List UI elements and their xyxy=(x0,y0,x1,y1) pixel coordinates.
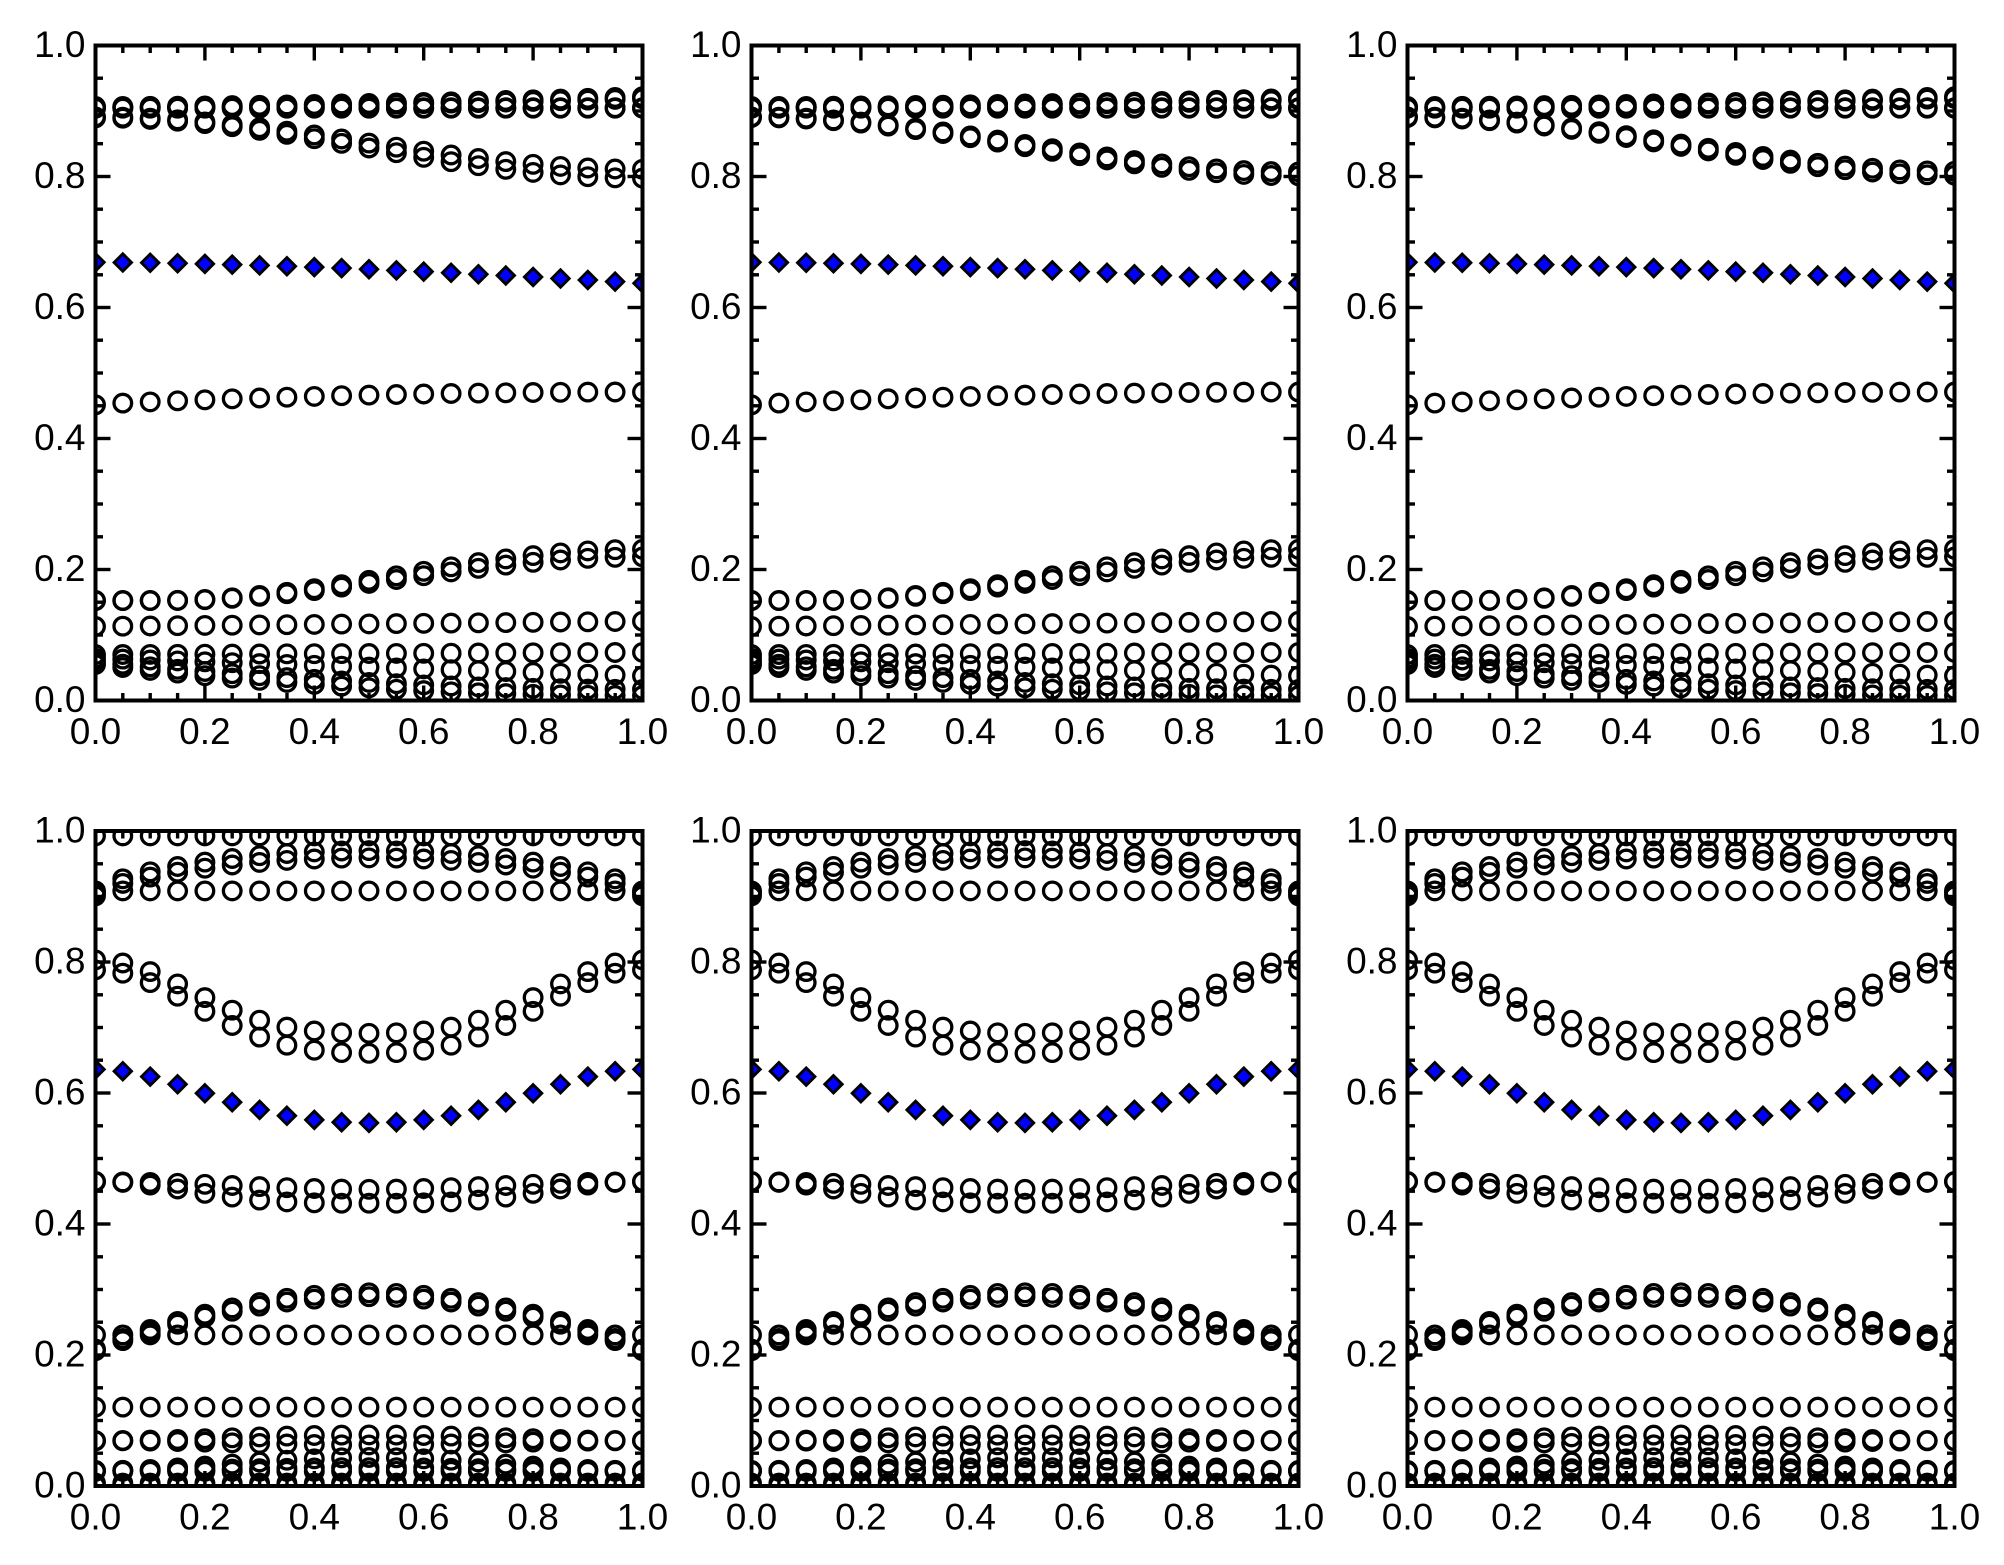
svg-text:0.4: 0.4 xyxy=(1346,1203,1397,1244)
svg-text:0.6: 0.6 xyxy=(1054,1497,1105,1538)
svg-text:0.8: 0.8 xyxy=(1819,711,1870,752)
svg-text:0.8: 0.8 xyxy=(1819,1497,1870,1538)
svg-text:0.8: 0.8 xyxy=(1346,155,1397,196)
svg-text:0.6: 0.6 xyxy=(1346,1072,1397,1113)
svg-text:0.4: 0.4 xyxy=(945,711,996,752)
svg-text:1.0: 1.0 xyxy=(34,24,85,65)
svg-text:1.0: 1.0 xyxy=(690,810,741,851)
svg-text:0.0: 0.0 xyxy=(690,1465,741,1506)
svg-text:0.4: 0.4 xyxy=(1601,1497,1652,1538)
svg-text:0.2: 0.2 xyxy=(1491,711,1542,752)
svg-text:0.6: 0.6 xyxy=(690,1072,741,1113)
svg-text:1.0: 1.0 xyxy=(1929,711,1980,752)
svg-text:1.0: 1.0 xyxy=(690,24,741,65)
svg-text:0.2: 0.2 xyxy=(34,1334,85,1375)
svg-text:0.8: 0.8 xyxy=(1346,941,1397,982)
svg-text:0.0: 0.0 xyxy=(1346,679,1397,720)
svg-text:0.8: 0.8 xyxy=(507,1497,558,1538)
svg-text:1.0: 1.0 xyxy=(1273,711,1324,752)
svg-text:1.0: 1.0 xyxy=(617,711,668,752)
svg-text:0.4: 0.4 xyxy=(34,417,85,458)
svg-text:0.0: 0.0 xyxy=(1382,1497,1433,1538)
svg-text:0.2: 0.2 xyxy=(835,1497,886,1538)
svg-text:0.4: 0.4 xyxy=(34,1203,85,1244)
svg-text:0.4: 0.4 xyxy=(1601,711,1652,752)
svg-text:0.6: 0.6 xyxy=(398,1497,449,1538)
svg-text:0.0: 0.0 xyxy=(34,1465,85,1506)
svg-text:0.0: 0.0 xyxy=(70,1497,121,1538)
svg-text:0.8: 0.8 xyxy=(34,155,85,196)
svg-text:1.0: 1.0 xyxy=(1273,1497,1324,1538)
svg-text:0.8: 0.8 xyxy=(690,155,741,196)
svg-text:0.2: 0.2 xyxy=(1491,1497,1542,1538)
svg-text:0.4: 0.4 xyxy=(289,711,340,752)
svg-text:0.6: 0.6 xyxy=(1710,1497,1761,1538)
svg-text:0.4: 0.4 xyxy=(289,1497,340,1538)
svg-text:0.8: 0.8 xyxy=(1163,711,1214,752)
svg-text:0.2: 0.2 xyxy=(835,711,886,752)
svg-text:0.0: 0.0 xyxy=(726,1497,777,1538)
svg-text:0.6: 0.6 xyxy=(34,286,85,327)
svg-text:0.0: 0.0 xyxy=(726,711,777,752)
svg-text:0.0: 0.0 xyxy=(1346,1465,1397,1506)
svg-text:0.0: 0.0 xyxy=(690,679,741,720)
svg-text:1.0: 1.0 xyxy=(1346,24,1397,65)
svg-text:0.0: 0.0 xyxy=(34,679,85,720)
svg-text:0.0: 0.0 xyxy=(1382,711,1433,752)
svg-text:1.0: 1.0 xyxy=(1346,810,1397,851)
svg-text:0.8: 0.8 xyxy=(34,941,85,982)
svg-text:0.2: 0.2 xyxy=(179,711,230,752)
svg-text:0.6: 0.6 xyxy=(34,1072,85,1113)
svg-text:1.0: 1.0 xyxy=(617,1497,668,1538)
svg-text:0.2: 0.2 xyxy=(179,1497,230,1538)
svg-text:1.0: 1.0 xyxy=(34,810,85,851)
svg-text:0.2: 0.2 xyxy=(690,548,741,589)
svg-text:0.6: 0.6 xyxy=(1054,711,1105,752)
svg-text:0.8: 0.8 xyxy=(690,941,741,982)
svg-text:1.0: 1.0 xyxy=(1929,1497,1980,1538)
svg-text:0.2: 0.2 xyxy=(690,1334,741,1375)
svg-text:0.8: 0.8 xyxy=(507,711,558,752)
svg-text:0.8: 0.8 xyxy=(1163,1497,1214,1538)
svg-text:0.2: 0.2 xyxy=(1346,1334,1397,1375)
svg-text:0.2: 0.2 xyxy=(1346,548,1397,589)
svg-text:0.4: 0.4 xyxy=(1346,417,1397,458)
svg-text:0.6: 0.6 xyxy=(690,286,741,327)
svg-text:0.6: 0.6 xyxy=(398,711,449,752)
svg-text:0.6: 0.6 xyxy=(1346,286,1397,327)
svg-text:0.4: 0.4 xyxy=(690,417,741,458)
svg-text:0.4: 0.4 xyxy=(690,1203,741,1244)
svg-text:0.4: 0.4 xyxy=(945,1497,996,1538)
svg-text:0.6: 0.6 xyxy=(1710,711,1761,752)
svg-text:0.0: 0.0 xyxy=(70,711,121,752)
svg-text:0.2: 0.2 xyxy=(34,548,85,589)
